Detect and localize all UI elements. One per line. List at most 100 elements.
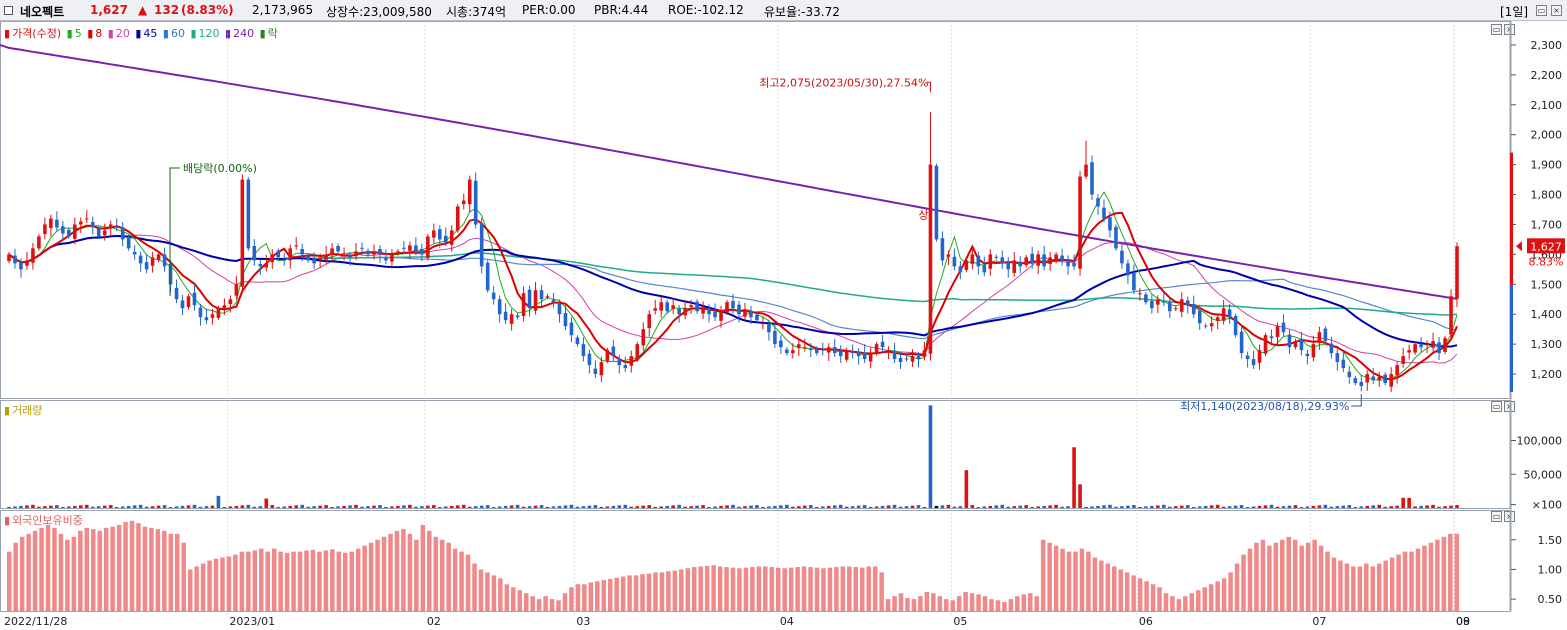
volume-bar [174, 506, 179, 508]
foreign-pane-max-button[interactable]: ▭ [1491, 511, 1502, 522]
foreign-bar [465, 554, 471, 611]
candle-body [874, 344, 879, 354]
candle-body [1263, 335, 1268, 354]
price-pane-max-button[interactable]: ▭ [1491, 24, 1502, 35]
volume-bar [1054, 504, 1058, 508]
foreign-bar [19, 536, 25, 611]
volume-bar [563, 505, 568, 508]
foreign-bar [607, 578, 613, 611]
candle-body [1269, 336, 1274, 339]
foreign-bar [78, 530, 83, 611]
volume-bar [940, 505, 945, 508]
x-tick-label: 05 [953, 615, 967, 628]
candle-body [515, 315, 520, 318]
candle-body [461, 200, 466, 205]
foreign-bar [911, 599, 917, 611]
foreign-bar [1079, 548, 1085, 611]
candle-body [294, 245, 298, 247]
volume-bar [396, 505, 400, 508]
volume-pane-max-button[interactable]: ▭ [1491, 401, 1502, 412]
last-price-badge [1527, 238, 1565, 254]
candle-body [707, 308, 711, 315]
candle-body [844, 350, 849, 360]
volume-bar [677, 504, 681, 508]
foreign-bar [1435, 539, 1440, 611]
foreign-bar [1176, 599, 1182, 611]
candle-body [168, 263, 173, 285]
volume-bar [210, 505, 215, 508]
volume-bar [671, 505, 675, 508]
candle-body [832, 347, 837, 354]
candle-body [1371, 376, 1376, 381]
volume-bar [7, 506, 11, 508]
volume-bar [1437, 506, 1441, 508]
candle-body [695, 301, 699, 312]
volume-bar [234, 505, 239, 508]
candle-body [1197, 310, 1202, 324]
candle-body [838, 350, 843, 357]
volume-bar [222, 506, 227, 508]
candle-body [1036, 254, 1040, 266]
foreign-bar [569, 587, 574, 611]
foreign-bar [1099, 560, 1104, 611]
candle-body [270, 254, 275, 263]
volume-bar [1012, 506, 1017, 508]
volume-bar [288, 505, 293, 508]
foreign-bar [355, 548, 361, 611]
candle-body [276, 250, 281, 258]
foreign-bar [168, 533, 174, 611]
candle-body [1323, 328, 1328, 342]
candle-body [132, 251, 137, 255]
foreign-bar [1312, 539, 1317, 611]
volume-bar [976, 506, 981, 508]
foreign-bar [782, 568, 787, 611]
candle-body [988, 254, 993, 269]
volume-bar [1221, 506, 1226, 508]
candle-body [1150, 301, 1154, 309]
volume-bar [826, 505, 831, 508]
close-button[interactable]: × [1551, 5, 1562, 16]
foreign-bar [174, 533, 180, 611]
foreign-bar [297, 551, 303, 611]
volume-bar [479, 505, 484, 508]
volume-bar [1329, 506, 1334, 508]
foreign-bar [814, 567, 820, 611]
candle-body [791, 350, 795, 354]
x-tick-label: 03 [576, 615, 590, 628]
volume-bar [868, 506, 873, 508]
foreign-bar [1034, 596, 1039, 611]
foreign-bar [1215, 581, 1220, 611]
foreign-bar [103, 527, 109, 611]
candle-body [366, 250, 370, 255]
volume-bar [132, 505, 137, 508]
foreign-bar [149, 527, 154, 611]
foreign-bar [1221, 578, 1227, 611]
stock-chart[interactable]: 1,2001,3001,4001,5001,6001,7001,8001,900… [0, 21, 1567, 630]
volume-bar [1024, 505, 1028, 508]
candle-body [551, 299, 556, 303]
last-pct-label: 8.83% [1529, 255, 1564, 268]
candle-body [1293, 341, 1298, 348]
foreign-bar [278, 551, 283, 611]
foreign-bar [459, 551, 464, 611]
volume-bar [904, 506, 909, 508]
candle-body [719, 311, 723, 321]
restore-button[interactable]: ▭ [1536, 5, 1547, 16]
foreign-bar [827, 567, 833, 611]
candle-body [940, 238, 945, 261]
candle-body [749, 311, 753, 318]
volume-bar [43, 506, 47, 508]
volume-bar [1048, 505, 1052, 508]
volume-bar [946, 504, 951, 508]
period-selector[interactable]: [1일] [1500, 5, 1529, 19]
candle-body [1120, 250, 1124, 264]
foreign-bar [452, 548, 458, 611]
volume-bar [1455, 505, 1459, 508]
candle-body [348, 255, 352, 258]
volume-bar [216, 495, 221, 508]
candle-body [1096, 198, 1100, 207]
foreign-bar [258, 548, 264, 611]
foreign-bar [362, 545, 367, 611]
candle-body [623, 365, 628, 369]
candle-body [545, 296, 550, 298]
